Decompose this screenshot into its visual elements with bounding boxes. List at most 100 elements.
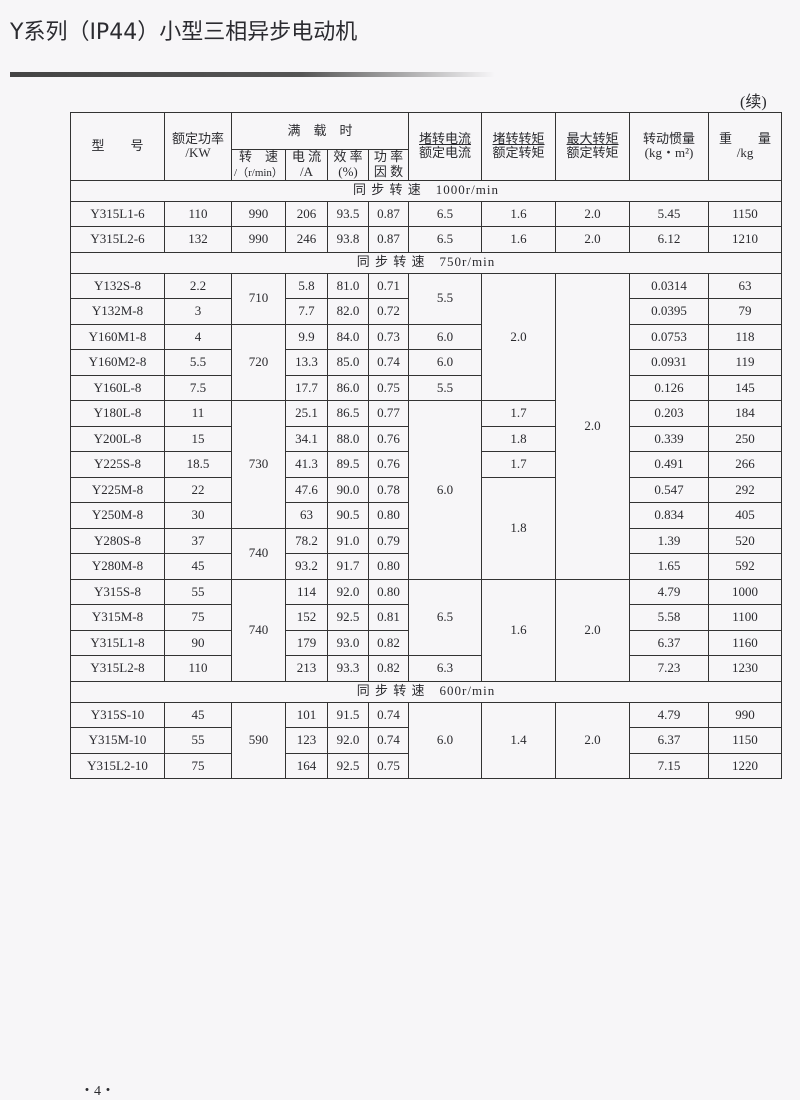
max-torque-cell: 2.0	[555, 701, 631, 780]
weight-cell: 1150	[708, 200, 783, 228]
inertia-cell: 0.0931	[629, 349, 710, 376]
speed-group-label: 同 步 转 速 750r/min	[69, 251, 783, 274]
current-cell: 25.1	[285, 400, 328, 427]
current-cell: 164	[285, 752, 328, 780]
model-cell: Y160M1-8	[70, 323, 165, 351]
header-efficiency: 效 率 (%)	[327, 149, 369, 181]
model-cell: Y315M-10	[70, 727, 165, 754]
speed-group-label: 同 步 转 速 600r/min	[69, 680, 783, 703]
current-cell: 246	[285, 226, 328, 253]
power-cell: 110	[164, 200, 232, 228]
current-cell: 179	[285, 629, 328, 657]
inertia-cell: 0.126	[629, 374, 710, 402]
efficiency-cell: 91.0	[327, 527, 369, 555]
power-cell: 132	[164, 226, 232, 253]
locked-torque-cell: 1.4	[481, 701, 557, 780]
power-factor-cell: 0.81	[367, 604, 410, 631]
power-factor-cell: 0.77	[367, 400, 410, 427]
table-row: Y160L-8 7.5 17.7 86.0 0.75 5.5 0.126 145	[70, 374, 783, 402]
locked-torque-cell: 1.6	[481, 226, 557, 253]
max-torque-cell: 2.0	[555, 200, 631, 228]
table-row: Y315L2-8 110 213 93.3 0.82 6.3 7.23 1230	[70, 655, 783, 682]
power-factor-cell: 0.75	[367, 752, 410, 780]
page-number: ・4・	[80, 1084, 115, 1099]
locked-current-cell: 6.0	[408, 349, 483, 376]
efficiency-cell: 90.0	[327, 476, 369, 504]
efficiency-cell: 85.0	[327, 349, 369, 376]
efficiency-cell: 86.5	[327, 400, 369, 427]
locked-current-cell: 5.5	[408, 272, 483, 325]
current-cell: 5.8	[285, 272, 328, 300]
weight-cell: 250	[708, 425, 783, 453]
current-cell: 9.9	[285, 323, 328, 351]
locked-torque-cell: 2.0	[481, 272, 557, 402]
weight-cell: 119	[708, 349, 783, 376]
inertia-cell: 1.39	[629, 527, 710, 555]
efficiency-cell: 91.5	[327, 701, 369, 729]
power-factor-cell: 0.75	[367, 374, 410, 402]
power-factor-cell: 0.80	[367, 553, 410, 580]
power-factor-cell: 0.87	[367, 200, 410, 228]
header-locked-torque: 堵转转矩 额定转矩	[481, 112, 557, 181]
weight-cell: 1230	[708, 655, 783, 682]
weight-cell: 1210	[708, 226, 783, 253]
weight-cell: 145	[708, 374, 783, 402]
inertia-cell: 7.15	[629, 752, 710, 780]
power-factor-cell: 0.78	[367, 476, 410, 504]
table-row: Y315L2-10 75 164 92.5 0.75 7.15 1220	[70, 752, 783, 780]
weight-cell: 1220	[708, 752, 783, 780]
efficiency-cell: 93.0	[327, 629, 369, 657]
model-cell: Y180L-8	[70, 400, 165, 427]
power-factor-cell: 0.80	[367, 578, 410, 606]
current-cell: 101	[285, 701, 328, 729]
header-max-torque: 最大转矩 额定转矩	[555, 112, 631, 181]
continued-label: (续)	[740, 94, 767, 111]
current-cell: 152	[285, 604, 328, 631]
power-cell: 90	[164, 629, 232, 657]
power-factor-cell: 0.73	[367, 323, 410, 351]
power-cell: 45	[164, 701, 232, 729]
weight-cell: 1000	[708, 578, 783, 606]
header-model: 型 号	[70, 112, 165, 181]
inertia-cell: 4.79	[629, 701, 710, 729]
inertia-cell: 0.834	[629, 502, 710, 529]
power-cell: 5.5	[164, 349, 232, 376]
current-cell: 206	[285, 200, 328, 228]
inertia-cell: 4.79	[629, 578, 710, 606]
inertia-cell: 0.0753	[629, 323, 710, 351]
model-cell: Y225M-8	[70, 476, 165, 504]
page-title: Y系列（IP44）小型三相异步电动机	[10, 20, 358, 45]
power-cell: 37	[164, 527, 232, 555]
locked-torque-cell: 1.6	[481, 578, 557, 682]
model-cell: Y315S-8	[70, 578, 165, 606]
power-cell: 7.5	[164, 374, 232, 402]
current-cell: 17.7	[285, 374, 328, 402]
speed-cell: 590	[231, 701, 286, 780]
power-cell: 3	[164, 298, 232, 325]
efficiency-cell: 90.5	[327, 502, 369, 529]
efficiency-cell: 93.8	[327, 226, 369, 253]
weight-cell: 592	[708, 553, 783, 580]
inertia-cell: 6.37	[629, 727, 710, 754]
speed-cell: 990	[231, 226, 286, 253]
table-row: Y315S-10 45 590 101 91.5 0.74 6.0 1.4 2.0 4.79 990	[70, 701, 783, 780]
power-cell: 55	[164, 578, 232, 606]
max-torque-cell: 2.0	[555, 272, 631, 580]
efficiency-cell: 92.0	[327, 578, 369, 606]
speed-cell: 740	[231, 578, 286, 682]
power-cell: 2.2	[164, 272, 232, 300]
header-current: 电 流/A	[285, 149, 328, 181]
weight-cell: 405	[708, 502, 783, 529]
speed-group-label: 同 步 转 速 1000r/min	[69, 179, 783, 202]
power-cell: 75	[164, 604, 232, 631]
power-factor-cell: 0.74	[367, 349, 410, 376]
current-cell: 41.3	[285, 451, 328, 478]
speed-group-row: 同 步 转 速 750r/min	[69, 251, 783, 274]
table-row: Y132S-8 2.2 710 5.8 81.0 0.71 5.5 2.0 2.0 0.0314 6…	[70, 272, 783, 580]
inertia-cell: 6.12	[629, 226, 710, 253]
weight-cell: 266	[708, 451, 783, 478]
weight-cell: 118	[708, 323, 783, 351]
power-factor-cell: 0.87	[367, 226, 410, 253]
efficiency-cell: 92.0	[327, 727, 369, 754]
efficiency-cell: 88.0	[327, 425, 369, 453]
